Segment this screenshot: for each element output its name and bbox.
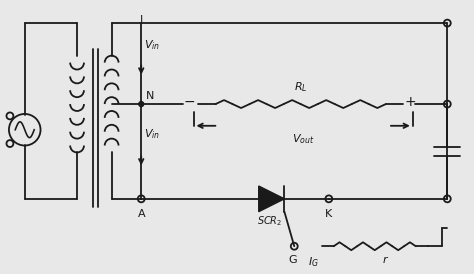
Text: G: G (288, 255, 297, 265)
Text: A: A (137, 209, 145, 219)
Text: −: − (184, 95, 195, 109)
Text: N: N (146, 91, 155, 101)
Text: $V_{in}$: $V_{in}$ (144, 127, 160, 141)
Circle shape (139, 102, 144, 107)
Text: $V_{out}$: $V_{out}$ (292, 133, 314, 147)
Text: I: I (140, 15, 143, 25)
Text: $SCR_2$: $SCR_2$ (257, 215, 282, 229)
Text: r: r (383, 255, 387, 265)
Text: $I_G$: $I_G$ (308, 255, 319, 269)
Text: $V_{in}$: $V_{in}$ (144, 38, 160, 52)
Text: $R_L$: $R_L$ (294, 80, 308, 94)
Polygon shape (259, 186, 284, 212)
Text: K: K (325, 209, 332, 219)
Text: +: + (405, 95, 417, 109)
